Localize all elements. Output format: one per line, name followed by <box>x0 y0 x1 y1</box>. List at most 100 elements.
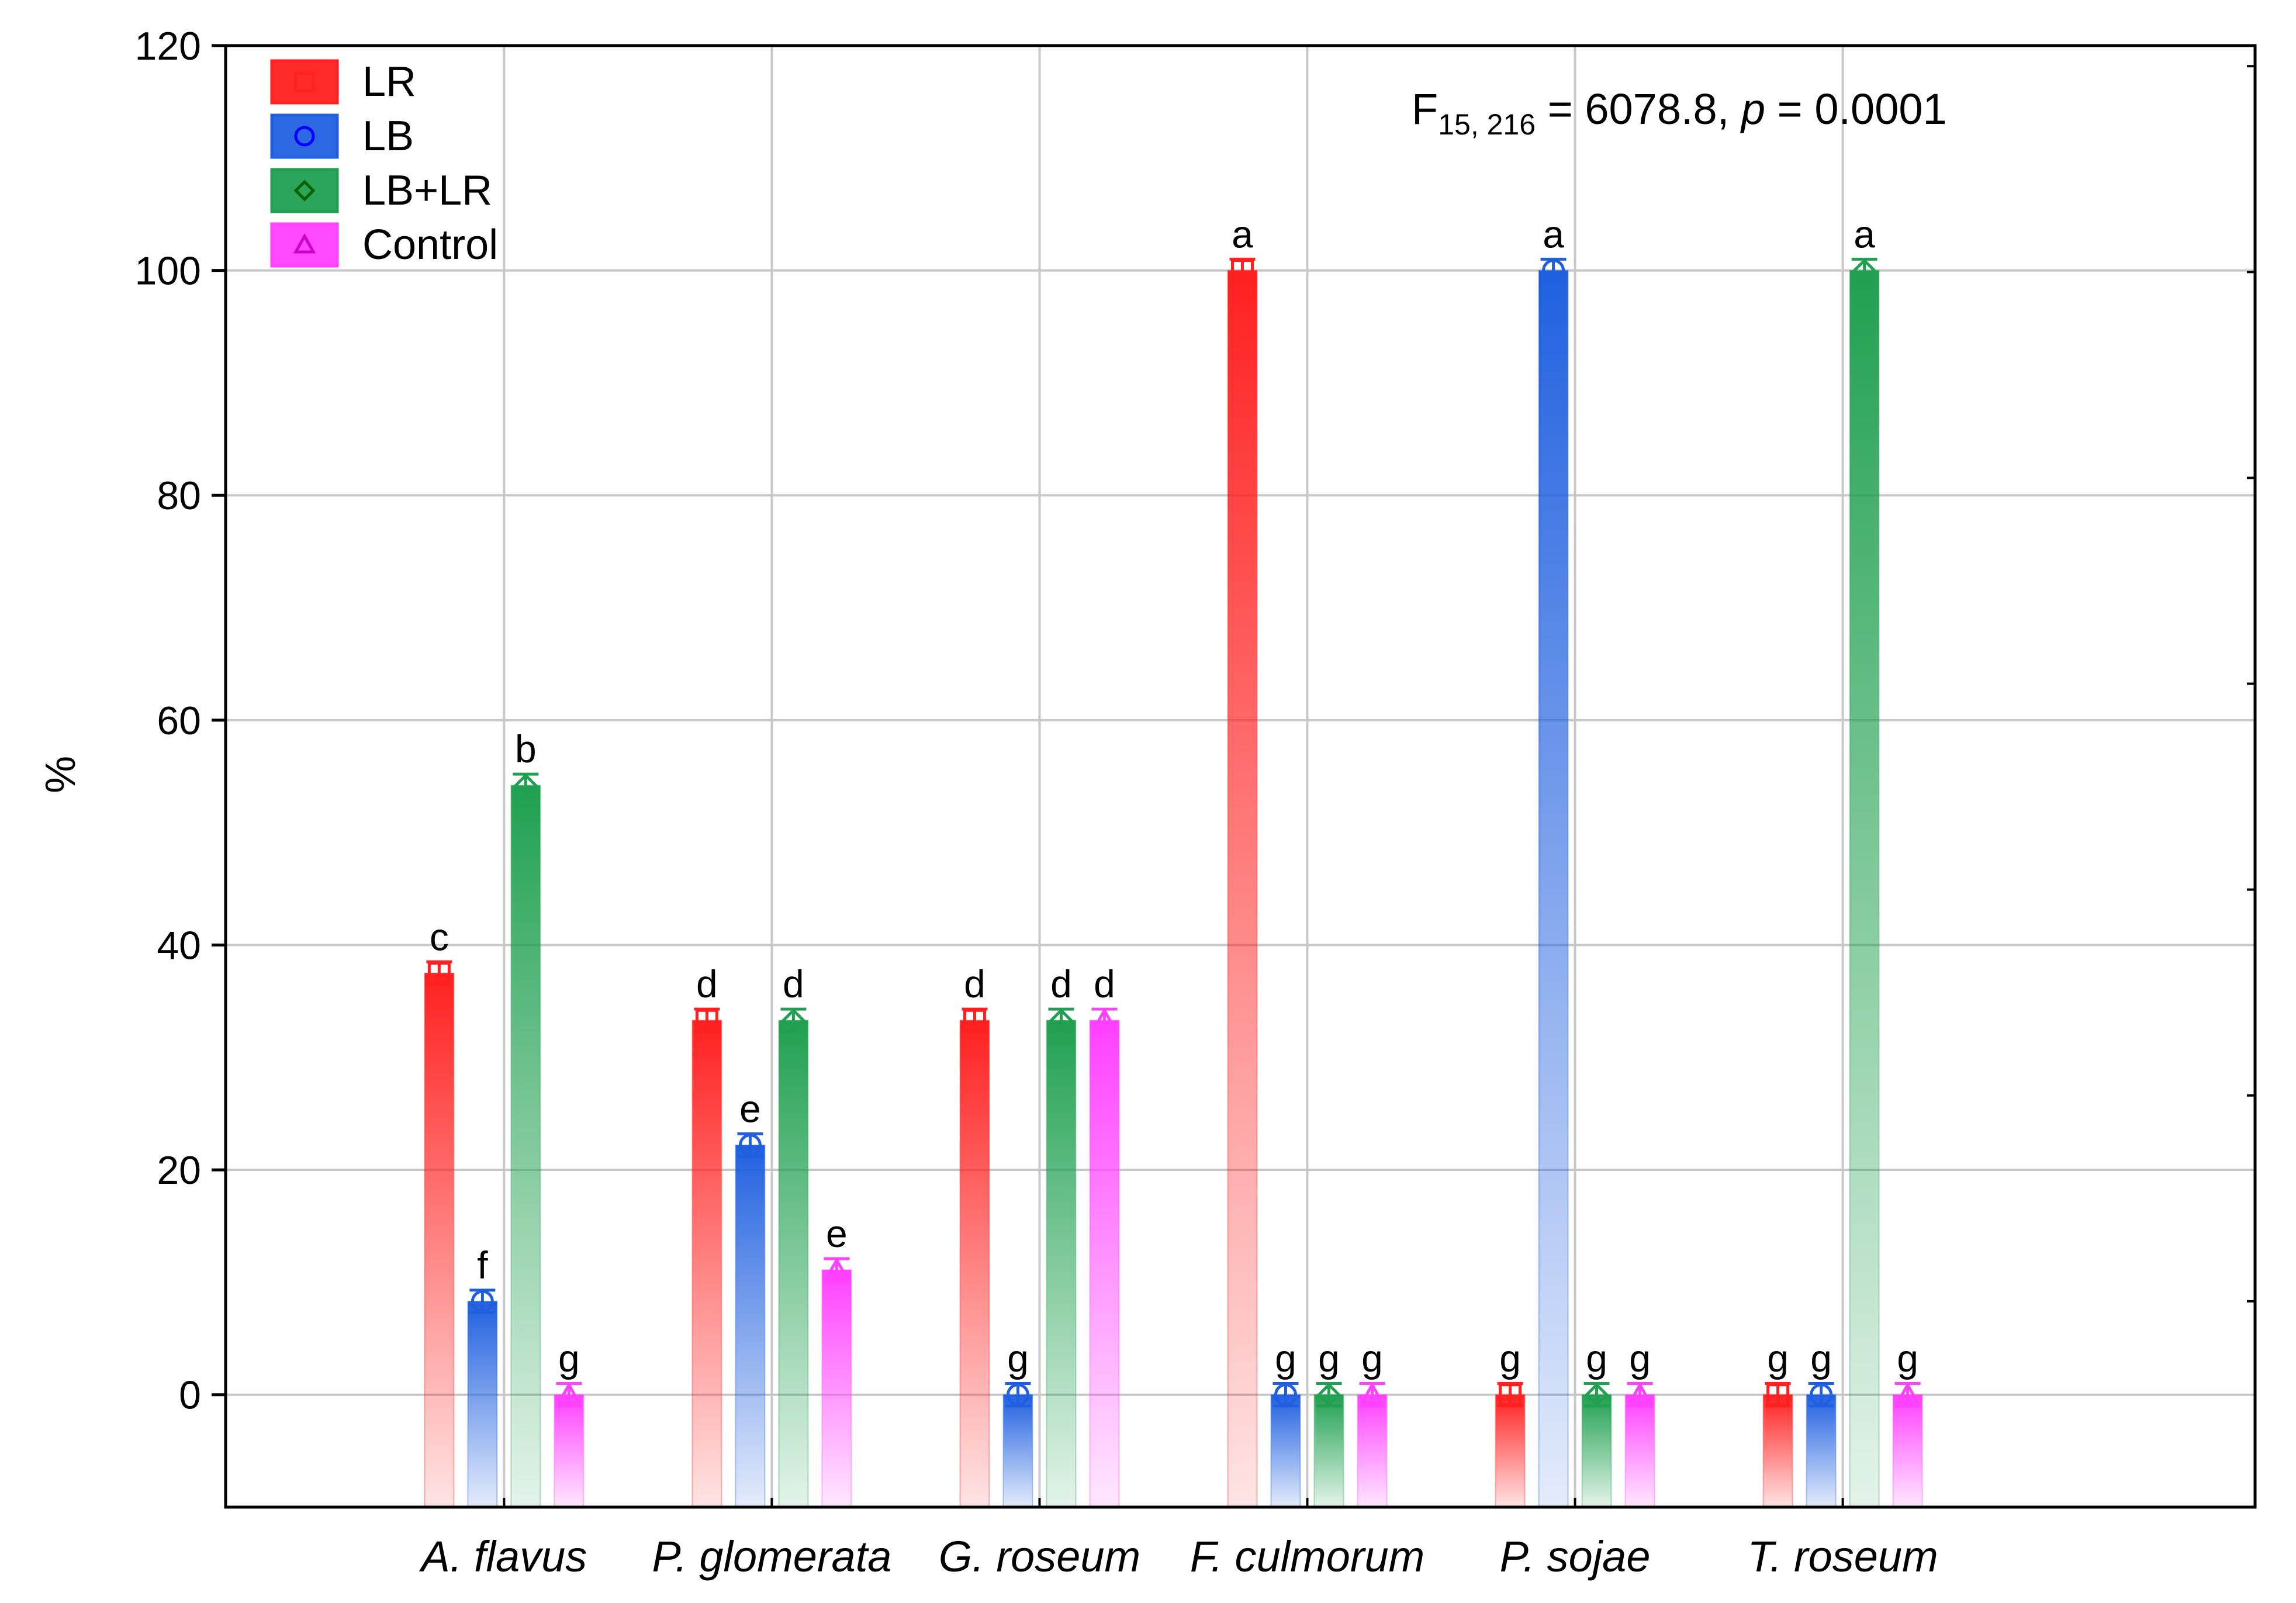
marker-square <box>963 1008 986 1032</box>
x-category-label: F. culmorum <box>1190 1532 1425 1581</box>
significance-label: g <box>1810 1336 1832 1380</box>
bar <box>1806 1394 1837 1508</box>
significance-label: c <box>430 915 449 958</box>
significance-label: b <box>515 727 537 771</box>
significance-label: a <box>1232 212 1253 255</box>
marker-circle <box>1274 1383 1298 1407</box>
marker-diamond <box>781 1008 805 1032</box>
marker-diamond <box>1316 1383 1341 1407</box>
markers <box>426 257 1921 1408</box>
y-tick-label: 120 <box>135 24 201 68</box>
bar <box>1313 1394 1344 1508</box>
significance-label: e <box>826 1212 848 1255</box>
significance-label: g <box>558 1336 580 1380</box>
bar <box>1624 1394 1655 1508</box>
legend-swatch <box>270 222 339 268</box>
bar <box>1538 270 1569 1508</box>
significance-label: e <box>739 1087 761 1131</box>
bar <box>1002 1394 1033 1508</box>
legend: LR LB LB+LR Control <box>270 58 498 268</box>
marker-square <box>1231 259 1254 282</box>
significance-label: d <box>783 962 804 1006</box>
bar <box>554 1394 585 1508</box>
marker-circle <box>1542 259 1565 282</box>
legend-label: LB <box>362 113 414 160</box>
marker-circle <box>471 1290 494 1313</box>
marker-circle <box>1006 1383 1029 1407</box>
bar <box>821 1269 852 1508</box>
legend-swatch <box>270 59 339 105</box>
bar <box>467 1301 498 1508</box>
bar <box>735 1144 766 1508</box>
marker-diamond <box>1049 1008 1073 1032</box>
marker-triangle <box>1627 1381 1652 1404</box>
significance-label: g <box>1897 1336 1918 1380</box>
y-axis-title: % <box>37 756 84 793</box>
x-category-label: G. roseum <box>939 1532 1140 1581</box>
bar <box>1227 270 1258 1508</box>
marker-square <box>1499 1383 1522 1407</box>
significance-label: g <box>1629 1336 1651 1380</box>
bar <box>510 785 541 1508</box>
significance-label: g <box>1586 1336 1607 1380</box>
marker-square <box>427 962 451 985</box>
marker-triangle <box>824 1257 849 1280</box>
marker-circle <box>294 126 315 147</box>
significance-label: f <box>477 1243 488 1287</box>
marker-triangle <box>556 1381 582 1404</box>
legend-label: LR <box>362 58 416 105</box>
bars <box>424 270 1923 1508</box>
x-category-label: T. roseum <box>1747 1532 1938 1581</box>
legend-swatch <box>270 168 339 213</box>
legend-swatch <box>270 113 339 159</box>
marker-diamond <box>293 179 316 202</box>
significance-label: d <box>964 962 986 1006</box>
marker-diamond <box>513 773 538 797</box>
bar <box>1357 1394 1388 1508</box>
significance-label: g <box>1275 1336 1296 1380</box>
plot-frame <box>224 44 2257 1509</box>
x-category-label: P. glomerata <box>652 1532 891 1581</box>
marker-square <box>695 1008 718 1032</box>
y-tick-label: 0 <box>179 1373 201 1418</box>
y-tick-label: 20 <box>157 1148 201 1193</box>
significance-label: d <box>696 962 718 1006</box>
marker-triangle <box>1895 1381 1920 1404</box>
significance-label: a <box>1543 212 1564 255</box>
bar <box>1581 1394 1612 1508</box>
significance-label: a <box>1854 212 1875 255</box>
significance-label: g <box>1318 1336 1340 1380</box>
marker-diamond <box>1585 1383 1609 1407</box>
marker-square <box>294 71 315 92</box>
marker-triangle <box>1092 1007 1117 1030</box>
significance-label: d <box>1094 962 1115 1006</box>
marker-triangle <box>1360 1381 1385 1404</box>
y-tick-label: 40 <box>157 923 201 968</box>
y-tick-label: 80 <box>157 474 201 518</box>
significance-label: d <box>1050 962 1072 1006</box>
significance-label: g <box>1361 1336 1383 1380</box>
stats-annotation: F15, 216 = 6078.8, p = 0.0001 <box>1412 85 1947 141</box>
bar <box>1089 1020 1120 1508</box>
significance-label: g <box>1007 1336 1029 1380</box>
legend-label: LB+LR <box>362 167 492 214</box>
marker-circle <box>1810 1383 1833 1407</box>
bar <box>1762 1394 1793 1508</box>
legend-label: Control <box>362 222 498 268</box>
marker-circle <box>738 1134 762 1157</box>
marker-diamond <box>1852 258 1877 283</box>
significance-label: g <box>1499 1336 1521 1380</box>
bar <box>1495 1394 1526 1508</box>
x-category-label: A. flavus <box>419 1532 587 1581</box>
bar <box>778 1020 809 1508</box>
significance-label: g <box>1767 1336 1789 1380</box>
bar <box>1270 1394 1301 1508</box>
bar <box>959 1020 990 1508</box>
y-tick-label: 60 <box>157 699 201 743</box>
marker-triangle <box>293 233 316 254</box>
bar <box>424 972 455 1508</box>
bar <box>1849 270 1880 1508</box>
x-category-label: P. sojae <box>1500 1532 1651 1581</box>
